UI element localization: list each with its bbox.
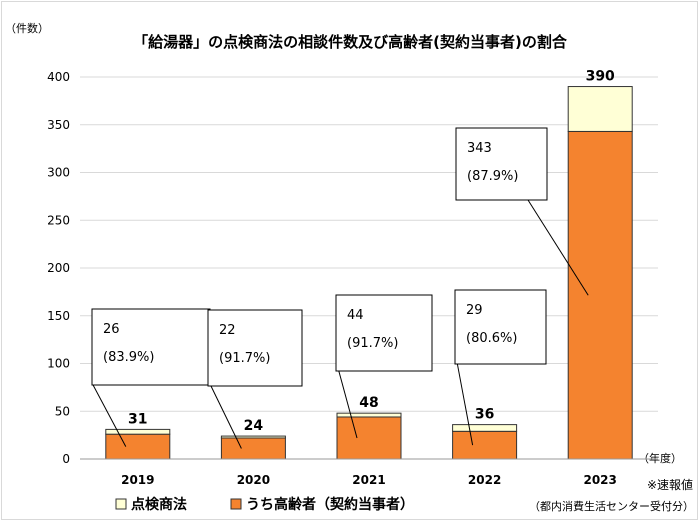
legend-label-elderly: うち高齢者（契約当事者）	[246, 496, 414, 513]
callouts: 26 (83.9%) 22 (91.7%) 44 (91.7%) 29 (80.6%) 343 (…	[91, 127, 548, 387]
callout-percent: (91.7%)	[219, 351, 270, 366]
bar-elderly	[105, 433, 171, 460]
callout-box	[454, 289, 547, 365]
bar-elderly	[220, 437, 286, 460]
total-label: 24	[244, 418, 264, 434]
x-tick-label: 2023	[583, 473, 616, 487]
grid-lines	[80, 76, 658, 412]
callout-leader	[337, 367, 358, 439]
x-tick-label: 2020	[237, 473, 270, 487]
total-label: 390	[586, 69, 615, 85]
x-tick-label: 2021	[352, 473, 385, 487]
legend-swatch-inspection	[115, 498, 127, 510]
callout-leader	[527, 199, 589, 296]
bar-inspection-other	[567, 86, 633, 132]
bar-inspection-other	[105, 428, 171, 435]
callout-percent: (80.6%)	[466, 331, 517, 346]
total-label: 48	[359, 395, 378, 411]
note-preliminary: ※速報値	[647, 477, 693, 492]
callout-box	[207, 309, 303, 387]
chart-title: 「給湯器」の点検商法の相談件数及び高齢者(契約当事者)の割合	[133, 33, 568, 51]
x-unit-label: （年度）	[638, 451, 682, 465]
y-tick-label: 150	[47, 309, 70, 323]
x-tick-label: 2022	[468, 473, 501, 487]
x-axis-ticks: 2019 2020 2021 2022 2023	[121, 473, 617, 487]
bar-elderly	[452, 430, 518, 460]
callout-count: 343	[467, 141, 492, 156]
callout-leader	[209, 383, 242, 449]
total-label: 36	[475, 407, 494, 423]
bar-elderly	[336, 416, 402, 460]
y-axis-ticks: 0 50 100 150 200 250 300 350 400	[47, 70, 70, 466]
legend: 点検商法 うち高齢者（契約当事者） （都内消費生活センター受付分）	[115, 496, 694, 513]
callout-count: 29	[466, 303, 483, 318]
x-tick-label: 2019	[121, 473, 154, 487]
callout-box	[335, 294, 433, 372]
bar-elderly	[567, 130, 633, 460]
y-tick-label: 400	[47, 70, 70, 84]
source-note: （都内消費生活センター受付分）	[529, 499, 694, 513]
y-tick-label: 350	[47, 118, 70, 132]
y-tick-label: 100	[47, 357, 70, 371]
y-tick-label: 50	[55, 404, 70, 418]
callout-count: 44	[347, 308, 364, 323]
bar-inspection-other	[220, 435, 286, 439]
bar-inspection-other	[452, 424, 518, 432]
legend-swatch-elderly	[230, 498, 242, 510]
legend-label-inspection: 点検商法	[131, 496, 187, 513]
callout-percent: (87.9%)	[467, 169, 518, 184]
total-labels: 31 24 48 36 390	[128, 69, 615, 435]
y-tick-label: 300	[47, 166, 70, 180]
callout-box	[91, 308, 211, 386]
callout-leader	[456, 361, 474, 446]
bars	[105, 86, 633, 460]
callout-leader	[91, 382, 127, 447]
callout-count: 22	[219, 323, 236, 338]
y-tick-label: 0	[62, 452, 70, 466]
bar-inspection-other	[336, 412, 402, 418]
callout-percent: (91.7%)	[347, 336, 398, 351]
callout-leaders	[91, 199, 589, 449]
total-label: 31	[128, 411, 147, 427]
callout-box	[455, 127, 548, 201]
callout-count: 26	[103, 322, 120, 337]
callout-percent: (83.9%)	[103, 350, 154, 365]
y-unit-label: （件数）	[5, 22, 49, 35]
y-tick-label: 200	[47, 261, 70, 275]
y-tick-label: 250	[47, 213, 70, 227]
